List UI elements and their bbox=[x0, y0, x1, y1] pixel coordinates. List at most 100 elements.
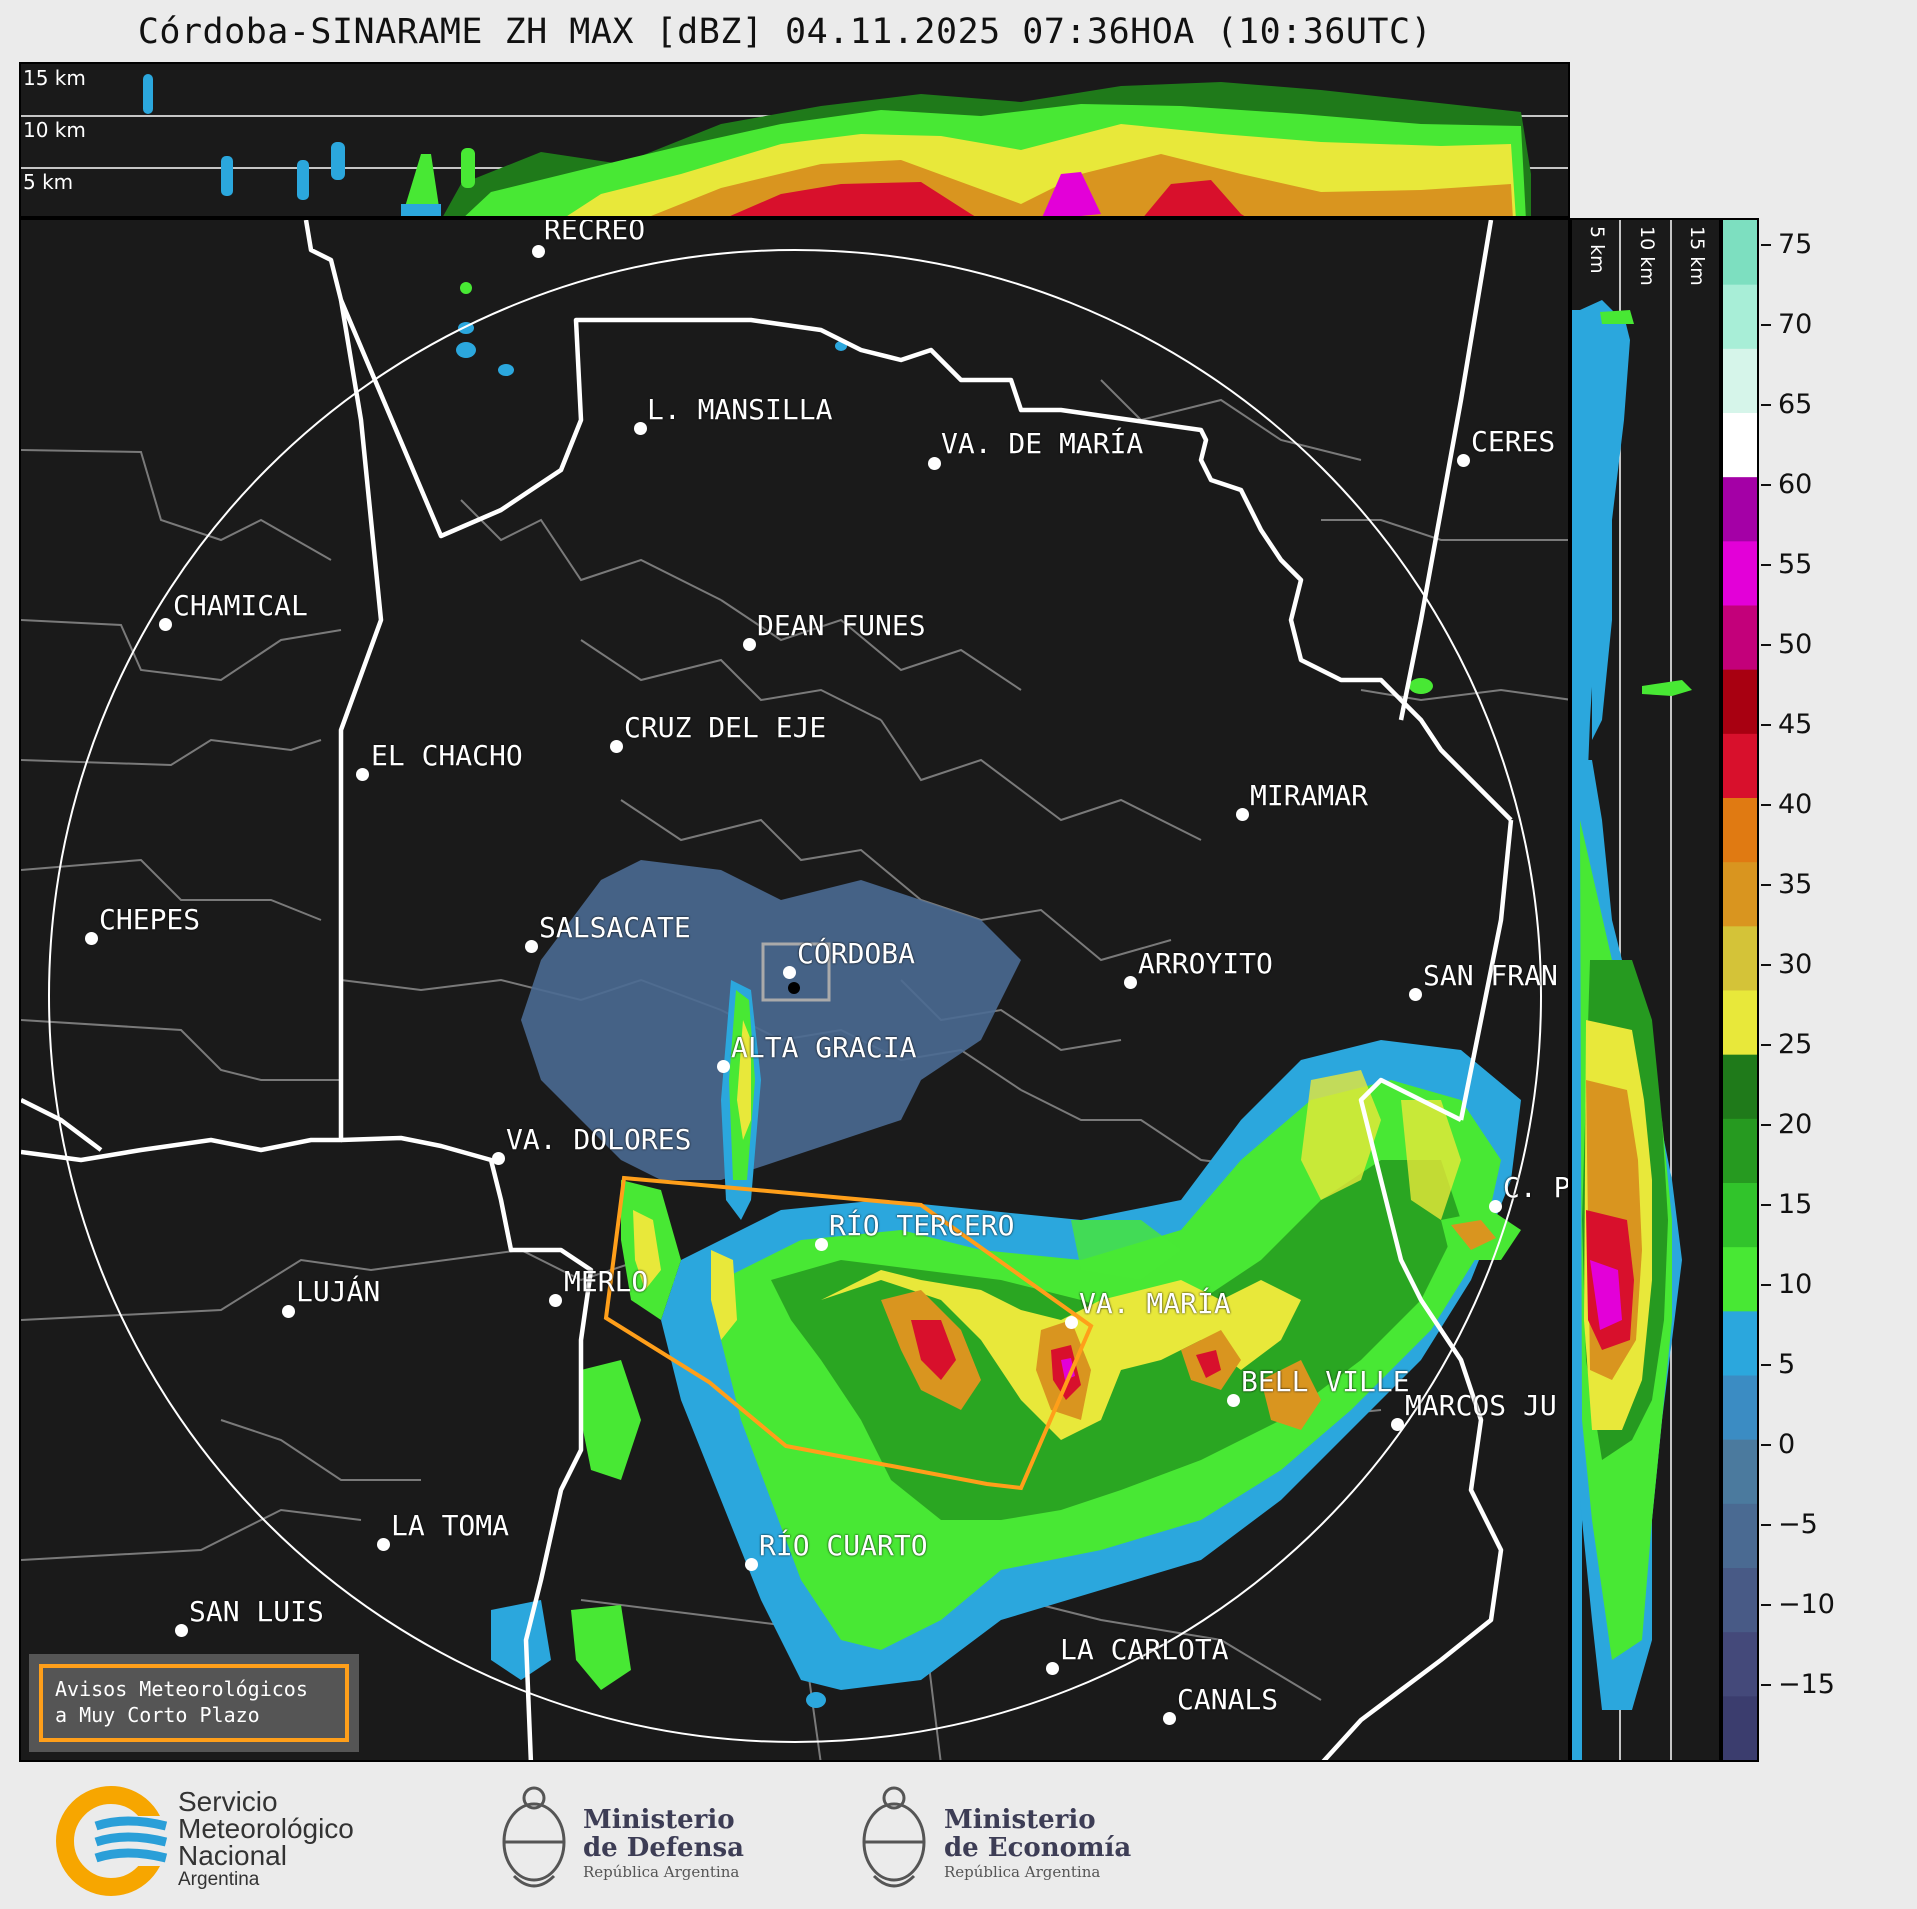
city-label-rio-tercero: RÍO TERCERO bbox=[829, 1209, 1015, 1242]
top-cross-section-plot bbox=[21, 74, 1568, 216]
city-label-la-toma: LA TOMA bbox=[391, 1509, 510, 1542]
economia-line-2: de Economía bbox=[944, 1833, 1132, 1863]
city-dot bbox=[175, 1624, 188, 1637]
city-label-chamical: CHAMICAL bbox=[173, 589, 308, 622]
colorbar-tick-label: 75 bbox=[1778, 229, 1813, 260]
colorbar-tick-label: 50 bbox=[1778, 629, 1813, 660]
colorbar-band bbox=[1723, 861, 1757, 927]
smn-line-3: Nacional bbox=[178, 1840, 287, 1871]
city-label-alta-gracia: ALTA GRACIA bbox=[731, 1031, 917, 1064]
city-dot bbox=[783, 966, 796, 979]
city-label-salsacate: SALSACATE bbox=[539, 911, 691, 944]
city-label-el-chacho: EL CHACHO bbox=[371, 739, 523, 772]
colorbar-band bbox=[1723, 348, 1757, 413]
city-label-c-p: C. P bbox=[1503, 1171, 1570, 1204]
colorbar-tick-label: 10 bbox=[1778, 1269, 1813, 1300]
colorbar-tick-label: 0 bbox=[1778, 1429, 1796, 1460]
radar-map-plot bbox=[21, 220, 1568, 1760]
colorbar-tick-label: −10 bbox=[1778, 1589, 1835, 1620]
colorbar-band bbox=[1723, 1503, 1757, 1568]
city-dot bbox=[377, 1538, 390, 1551]
colorbar-tick bbox=[1761, 884, 1771, 886]
city-dot bbox=[634, 422, 647, 435]
chart-title: Córdoba-SINARAME ZH MAX [dBZ] 04.11.2025… bbox=[137, 12, 1433, 52]
colorbar-tick bbox=[1761, 1684, 1771, 1686]
colorbar-band bbox=[1723, 797, 1757, 863]
side-level-label-10km: 10 km bbox=[1636, 226, 1658, 286]
colorbar-tick bbox=[1761, 964, 1771, 966]
city-label-la-carlota: LA CARLOTA bbox=[1060, 1633, 1229, 1666]
colorbar-band bbox=[1723, 476, 1757, 542]
colorbar-tick bbox=[1761, 804, 1771, 806]
smn-line-2: Meteorológico bbox=[178, 1813, 354, 1844]
city-label-recreo: RECREO bbox=[544, 218, 646, 246]
colorbar-tick-label: 65 bbox=[1778, 389, 1813, 420]
colorbar-band bbox=[1723, 1182, 1757, 1248]
colorbar-band bbox=[1723, 1118, 1757, 1183]
city-label-ceres: CERES bbox=[1471, 425, 1556, 458]
colorbar-tick bbox=[1761, 1284, 1771, 1286]
colorbar-band bbox=[1723, 220, 1757, 285]
city-dot bbox=[610, 740, 623, 753]
colorbar-tick-label: 35 bbox=[1778, 869, 1813, 900]
city-dot bbox=[815, 1238, 828, 1251]
city-dot bbox=[717, 1060, 730, 1073]
city-dot bbox=[1236, 808, 1249, 821]
city-label-miramar: MIRAMAR bbox=[1250, 779, 1369, 812]
city-label-va-dolores: VA. DOLORES bbox=[506, 1123, 692, 1156]
side-cross-section: 5 km 10 km 15 km bbox=[1570, 218, 1721, 1762]
colorbar-band bbox=[1723, 733, 1757, 798]
city-label-cordoba: CÓRDOBA bbox=[797, 937, 916, 970]
radar-map: RECREO L. MANSILLA VA. DE MARÍA CERES CH… bbox=[19, 218, 1570, 1762]
colorbar-band bbox=[1723, 605, 1757, 670]
colorbar-tick bbox=[1761, 244, 1771, 246]
city-dot bbox=[282, 1305, 295, 1318]
colorbar-band bbox=[1723, 1567, 1757, 1633]
city-label-chepes: CHEPES bbox=[99, 903, 201, 936]
colorbar-tick bbox=[1761, 1444, 1771, 1446]
colorbar-band bbox=[1723, 990, 1757, 1055]
city-label-bell-ville: BELL VILLE bbox=[1241, 1365, 1410, 1398]
city-dot bbox=[492, 1152, 505, 1165]
side-level-label-15km: 15 km bbox=[1686, 226, 1708, 286]
colorbar-tick bbox=[1761, 724, 1771, 726]
colorbar-gradient bbox=[1723, 220, 1757, 1760]
colorbar-band bbox=[1723, 284, 1757, 349]
side-cross-section-plot bbox=[1572, 220, 1692, 1760]
economia-line-1: Ministerio bbox=[944, 1805, 1096, 1835]
city-dot bbox=[1046, 1662, 1059, 1675]
coat-of-arms-icon bbox=[862, 1786, 926, 1888]
city-dot bbox=[1391, 1418, 1404, 1431]
colorbar-tick-label: 40 bbox=[1778, 789, 1813, 820]
top-cross-section: 15 km 10 km 5 km bbox=[19, 62, 1570, 218]
coat-of-arms-icon bbox=[502, 1786, 566, 1888]
colorbar-tick bbox=[1761, 1204, 1771, 1206]
colorbar-band bbox=[1723, 412, 1757, 478]
city-dot bbox=[1124, 976, 1137, 989]
city-label-arroyito: ARROYITO bbox=[1138, 947, 1273, 980]
colorbar-tick-label: 15 bbox=[1778, 1189, 1813, 1220]
city-dot bbox=[1409, 988, 1422, 1001]
city-label-merlo: MERLO bbox=[564, 1265, 649, 1298]
colorbar-tick-label: 70 bbox=[1778, 309, 1813, 340]
top-level-label-5km: 5 km bbox=[23, 170, 74, 194]
city-label-l-mansilla: L. MANSILLA bbox=[647, 393, 833, 426]
city-dot bbox=[85, 932, 98, 945]
city-dot bbox=[525, 940, 538, 953]
city-label-marcos-ju: MARCOS JU bbox=[1405, 1389, 1557, 1422]
warning-legend-box: Avisos Meteorológicos a Muy Corto Plazo bbox=[29, 1654, 359, 1752]
warning-legend-line-1: Avisos Meteorológicos bbox=[55, 1677, 308, 1701]
city-dot bbox=[743, 638, 756, 651]
colorbar-band bbox=[1723, 1054, 1757, 1119]
city-label-san-fran: SAN FRAN bbox=[1423, 959, 1558, 992]
city-label-va-maria: VA. MARÍA bbox=[1079, 1287, 1231, 1320]
colorbar-tick bbox=[1761, 1604, 1771, 1606]
city-dot bbox=[1065, 1316, 1078, 1329]
colorbar-band bbox=[1723, 1631, 1757, 1697]
city-dot bbox=[1163, 1712, 1176, 1725]
city-label-canals: CANALS bbox=[1177, 1683, 1279, 1716]
defensa-line-2: de Defensa bbox=[583, 1833, 744, 1863]
colorbar-tick-label: 20 bbox=[1778, 1109, 1813, 1140]
economia-line-3: República Argentina bbox=[944, 1863, 1101, 1881]
colorbar bbox=[1721, 218, 1759, 1762]
